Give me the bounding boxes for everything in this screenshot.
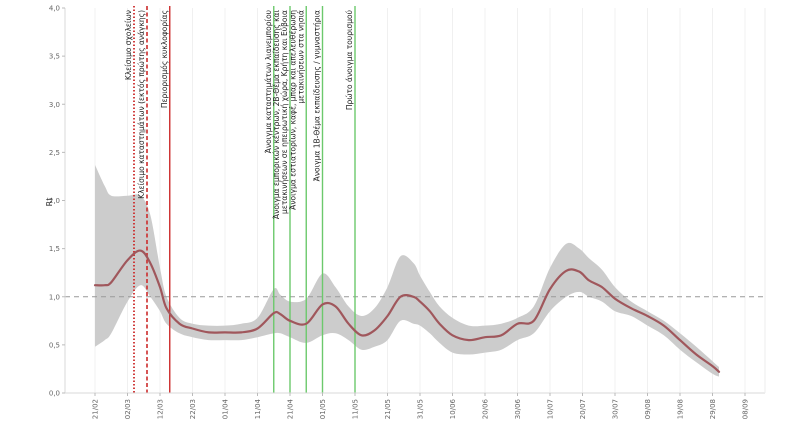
x-tick-label: 29/08: [709, 399, 717, 419]
axes: 0,0 0,5 1,0 1,5 2,0 2,5 3,0 3,5 4,0 21/02 02/03 12/…: [49, 5, 766, 419]
y-tick-label: 1,0: [49, 293, 60, 301]
y-tick-label: 3,5: [49, 53, 60, 61]
event-label: Άνοιγμα καταστημάτων λιανεμπορίου: [264, 10, 273, 153]
y-tick-label: 3,0: [49, 101, 60, 109]
y-tick-label: 0,0: [49, 390, 60, 398]
event-label: Άνοιγμα εμπορικών κέντρων, 2Β-Θέμα εκπαί…: [272, 10, 281, 220]
event-label: μετακινήσεων στα νησιά: [296, 10, 305, 104]
rt-series: [93, 249, 721, 373]
event-label: Περιορισμός κυκλοφορίας: [160, 10, 169, 108]
x-tick-label: 02/03: [124, 399, 132, 419]
event-label: Κλείσιμο καταστημάτων (εκτός πρώτης ανάγ…: [137, 10, 146, 199]
event-label: Άνοιγμα εστιατορίων, καφέ, μπαρ και απελ…: [288, 10, 297, 210]
y-tick-label: 2,0: [49, 197, 60, 205]
x-tick-label: 11/05: [352, 399, 360, 419]
event-label: Κλείσιμο σχολείων: [124, 10, 133, 80]
x-tick-label: 20/07: [579, 399, 587, 419]
annotations: Κλείσιμο σχολείων Κλείσιμο καταστημάτων (…: [124, 6, 356, 393]
y-axis-label: Rt: [45, 198, 54, 207]
x-tick-label: 21/05: [384, 399, 392, 419]
x-tick-label: 11/04: [254, 398, 262, 419]
x-tick-label: 30/06: [514, 398, 522, 419]
x-tick-label: 21/02: [92, 399, 100, 419]
x-tick-label: 10/06: [449, 398, 457, 419]
x-tick-label: 31/05: [417, 399, 425, 419]
y-tick-label: 4,0: [49, 5, 60, 13]
x-tick-label: 01/05: [319, 399, 327, 419]
x-tick-label: 21/04: [287, 398, 295, 419]
rt-line: [93, 249, 721, 373]
x-tick-label: 22/03: [189, 399, 197, 419]
y-tick-label: 1,5: [49, 245, 60, 253]
x-tick-label: 01/04: [222, 398, 230, 419]
x-tick-label: 09/08: [644, 399, 652, 419]
x-tick-label: 19/08: [677, 399, 685, 419]
x-tick-label: 30/07: [612, 399, 620, 419]
y-tick-label: 0,5: [49, 341, 60, 349]
x-tick-label: 08/09: [742, 399, 750, 419]
event-label: μετακινήσεων σε ηπειρωτική χώρα, Κρήτη κ…: [280, 10, 289, 214]
x-tick-label: 20/06: [482, 398, 490, 419]
x-tick-label: 10/07: [547, 399, 555, 419]
confidence-band-area: [95, 164, 719, 377]
event-label: Πρώτο άνοιγμα τουρισμού: [345, 10, 354, 110]
confidence-band: [95, 164, 719, 377]
y-tick-label: 2,5: [49, 149, 60, 157]
event-label: Άνοιγμα 1Β-Θέμα εκπαίδευσης / γυμναστήρι…: [313, 10, 322, 181]
x-tick-label: 12/03: [157, 399, 165, 419]
